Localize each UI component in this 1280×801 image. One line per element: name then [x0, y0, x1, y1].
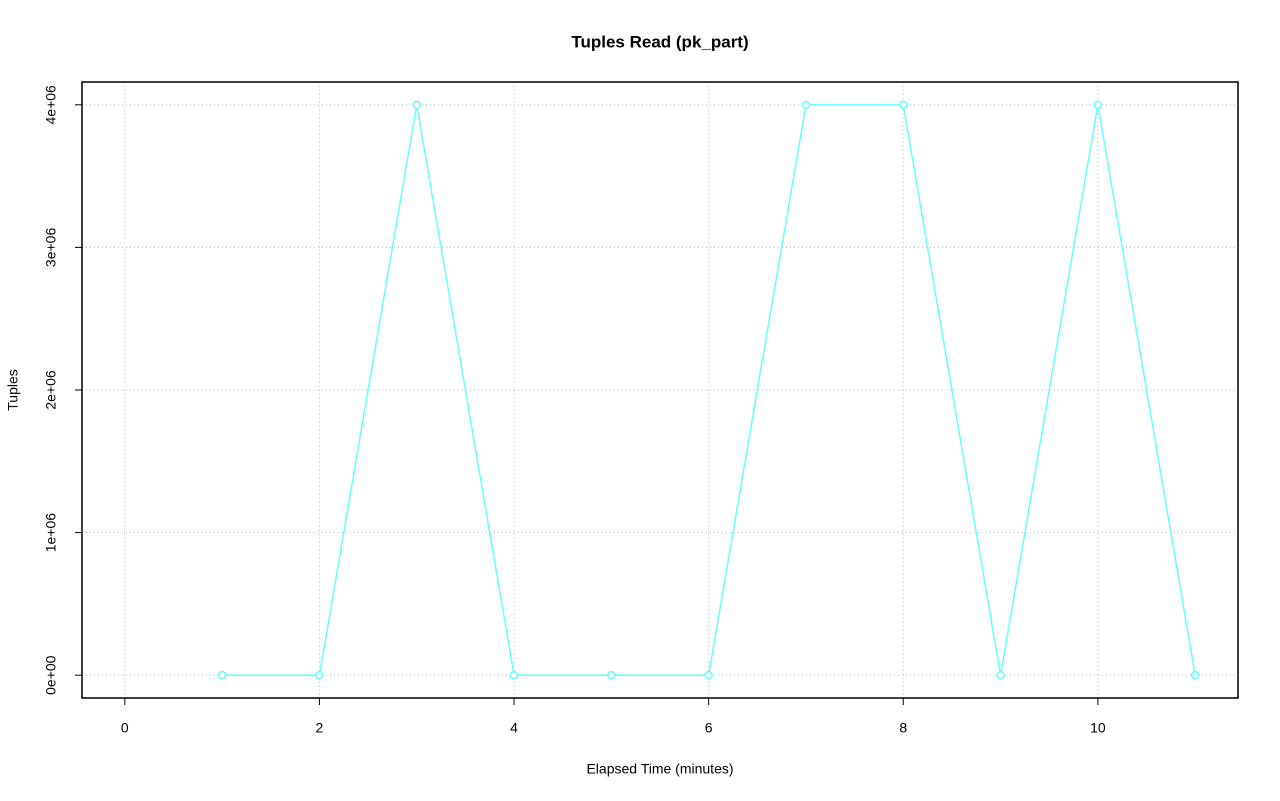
x-tick-label: 2 [316, 720, 324, 736]
chart-title: Tuples Read (pk_part) [571, 32, 748, 51]
data-point [607, 670, 616, 680]
x-tick-label: 0 [121, 720, 129, 736]
data-point [217, 670, 227, 680]
data-point [801, 100, 811, 110]
data-point [899, 100, 908, 110]
x-tick-label: 6 [705, 720, 713, 736]
data-point [412, 100, 421, 110]
data-point [315, 670, 324, 680]
data-point [996, 670, 1005, 680]
y-tick-label: 0e+00 [43, 655, 59, 695]
y-tick-label: 1e+06 [43, 513, 59, 553]
y-tick-label: 2e+06 [43, 370, 59, 410]
x-tick-label: 10 [1090, 720, 1106, 736]
y-tick-label: 3e+06 [43, 228, 59, 268]
x-axis-label: Elapsed Time (minutes) [586, 761, 733, 777]
data-point [1190, 670, 1200, 680]
y-tick-label: 4e+06 [43, 85, 59, 125]
data-point [704, 670, 713, 680]
data-point [1093, 100, 1103, 110]
x-tick-label: 8 [899, 720, 907, 736]
plot-frame [81, 81, 1239, 699]
y-axis-label: Tuples [5, 369, 21, 411]
data-point [509, 670, 519, 680]
x-tick-label: 4 [510, 720, 518, 736]
